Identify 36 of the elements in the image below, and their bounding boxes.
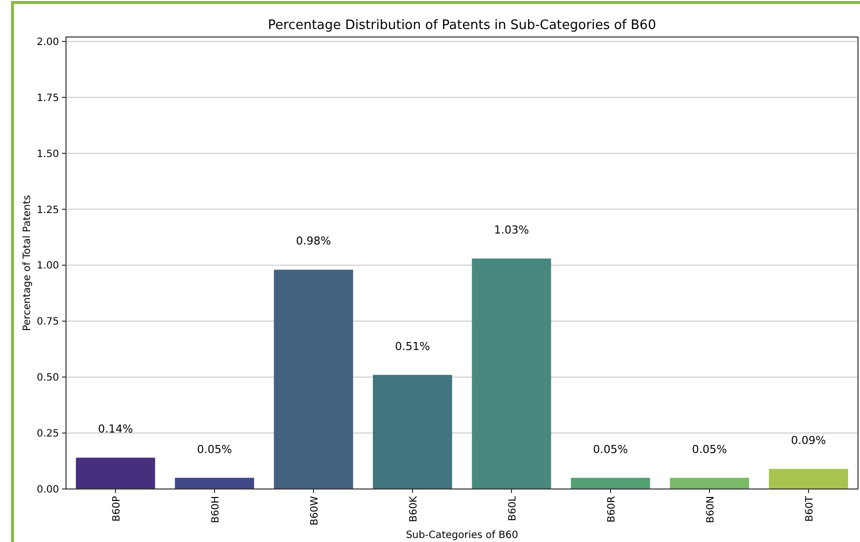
x-tick-label: B60H (210, 496, 222, 524)
bar (274, 270, 354, 489)
bar (76, 458, 156, 489)
data-label: 0.98% (296, 234, 331, 248)
x-tick-label: B60T (804, 495, 816, 522)
x-tick-label: B60K (408, 496, 420, 522)
bar (372, 374, 452, 489)
y-tick-label: 2.00 (36, 36, 59, 48)
data-label: 0.09% (791, 434, 826, 447)
data-label: 0.05% (692, 442, 727, 456)
bar (570, 478, 650, 489)
bar (768, 468, 848, 489)
x-tick-label: B60L (508, 496, 518, 522)
data-label: 0.14% (98, 422, 133, 436)
x-tick-label: B60W (310, 496, 320, 526)
y-tick-label: 1.25 (36, 204, 59, 216)
bar (472, 258, 552, 489)
y-axis-title: Percentage of Total Patents (22, 194, 33, 332)
x-axis-title: Sub-Categories of B60 (406, 530, 518, 541)
y-tick-label: 1.75 (36, 92, 59, 104)
y-tick-label: 1.50 (36, 148, 59, 160)
y-tick-label: 0.50 (36, 372, 59, 384)
data-label: 1.03% (494, 224, 529, 237)
x-tick-label: B60R (606, 496, 618, 523)
bar (174, 478, 254, 489)
y-tick-label: 0.25 (36, 428, 59, 440)
data-label: 0.05% (593, 442, 628, 456)
bar (670, 478, 750, 489)
y-tick-label: 0.00 (36, 484, 59, 496)
y-tick-label: 0.75 (36, 316, 59, 328)
y-tick-label: 1.00 (36, 260, 59, 272)
data-label: 0.51% (395, 340, 430, 353)
x-tick-label: B60P (112, 496, 122, 522)
data-label: 0.05% (197, 442, 232, 456)
chart-title: Percentage Distribution of Patents in Sub-Categories of B60 (268, 18, 656, 33)
x-tick-label: B60N (706, 496, 716, 524)
